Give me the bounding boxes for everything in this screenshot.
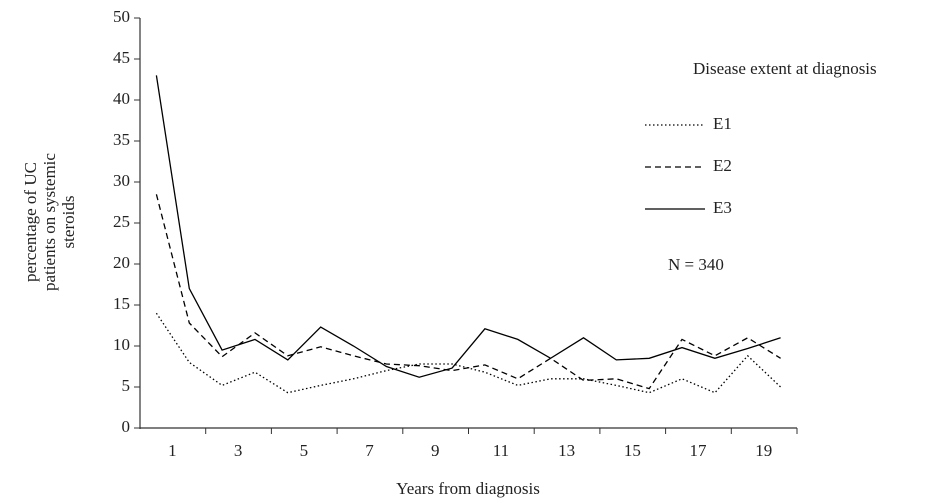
- x-tick-label: 9: [431, 441, 440, 460]
- y-tick-label: 30: [113, 171, 130, 190]
- legend-label: E2: [713, 156, 732, 175]
- x-tick-label: 17: [690, 441, 708, 460]
- x-tick-label: 1: [168, 441, 177, 460]
- x-tick-label: 7: [365, 441, 374, 460]
- y-tick-label: 0: [122, 417, 131, 436]
- y-tick-label: 25: [113, 212, 130, 231]
- x-tick-label: 5: [300, 441, 309, 460]
- x-tick-label: 19: [755, 441, 772, 460]
- line-series: [155, 194, 781, 390]
- y-axis-label: percentage of UC: [21, 162, 40, 282]
- y-tick-label: 40: [113, 89, 130, 108]
- x-tick-label: 3: [234, 441, 243, 460]
- legend-label: E3: [713, 198, 732, 217]
- line-series: [155, 312, 782, 394]
- x-axis-label: Years from diagnosis: [396, 479, 540, 498]
- line-series: [155, 75, 781, 378]
- legend-title: Disease extent at diagnosis: [693, 59, 877, 78]
- y-tick-label: 45: [113, 48, 130, 67]
- x-tick-label: 13: [558, 441, 575, 460]
- annotation: N = 340: [668, 255, 724, 274]
- x-tick-label: 15: [624, 441, 641, 460]
- y-axis-label: patients on systemic: [40, 153, 59, 291]
- y-tick-label: 20: [113, 253, 130, 272]
- y-axis-label: steroids: [59, 196, 78, 249]
- y-tick-label: 15: [113, 294, 130, 313]
- x-tick-label: 11: [493, 441, 509, 460]
- y-tick-label: 5: [122, 376, 131, 395]
- y-tick-label: 50: [113, 7, 130, 26]
- legend-label: E1: [713, 114, 732, 133]
- y-tick-label: 35: [113, 130, 130, 149]
- y-tick-label: 10: [113, 335, 130, 354]
